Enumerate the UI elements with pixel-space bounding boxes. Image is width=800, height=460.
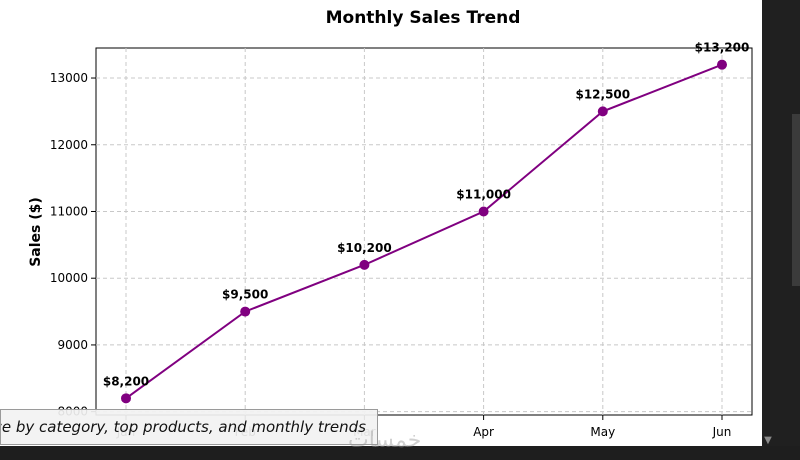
x-tick-label: May xyxy=(590,425,615,439)
data-point-label: $13,200 xyxy=(695,41,750,55)
data-point-label: $11,000 xyxy=(456,187,511,201)
x-tick-label: Jun xyxy=(712,425,732,439)
scrollbar-thumb[interactable] xyxy=(792,114,800,286)
data-point-marker xyxy=(597,106,608,117)
data-labels: $8,200 $9,500 $10,200 $11,000 $12,500 $13,200 xyxy=(103,41,749,389)
data-point-label: $9,500 xyxy=(222,288,268,302)
chevron-down-icon[interactable]: ▼ xyxy=(764,435,772,446)
y-tick-label: 9000 xyxy=(57,338,88,352)
watermark-text: خمسات xyxy=(348,428,422,453)
data-point-label: $8,200 xyxy=(103,374,149,388)
data-point-marker xyxy=(240,306,251,317)
plot-area xyxy=(95,47,753,416)
y-tick-label: 11000 xyxy=(50,204,88,218)
sales-line xyxy=(125,63,723,400)
data-point-marker xyxy=(359,259,370,270)
bottom-status-strip xyxy=(0,446,800,460)
line-chart: Monthly Sales Trend 80009000100001100012… xyxy=(28,8,753,439)
y-tick-label: 12000 xyxy=(50,138,88,152)
data-point-marker xyxy=(478,206,489,217)
y-tick-label: 10000 xyxy=(50,271,88,285)
x-tick-label: Apr xyxy=(473,425,494,439)
y-axis-ticks: 8000900010000110001200013000 xyxy=(50,71,96,419)
y-axis-label: Sales ($) xyxy=(28,197,44,267)
caption-text: ce by category, top products, and monthl… xyxy=(0,418,366,436)
data-point-marker xyxy=(717,59,727,70)
data-point-marker xyxy=(121,393,131,404)
chart-title: Monthly Sales Trend xyxy=(326,8,521,28)
y-tick-label: 13000 xyxy=(50,71,88,85)
data-point-label: $12,500 xyxy=(575,87,630,101)
data-point-label: $10,200 xyxy=(337,241,392,255)
grid-lines xyxy=(96,48,752,415)
caption-overlay: ce by category, top products, and monthl… xyxy=(0,409,378,445)
sales-series xyxy=(121,59,727,404)
